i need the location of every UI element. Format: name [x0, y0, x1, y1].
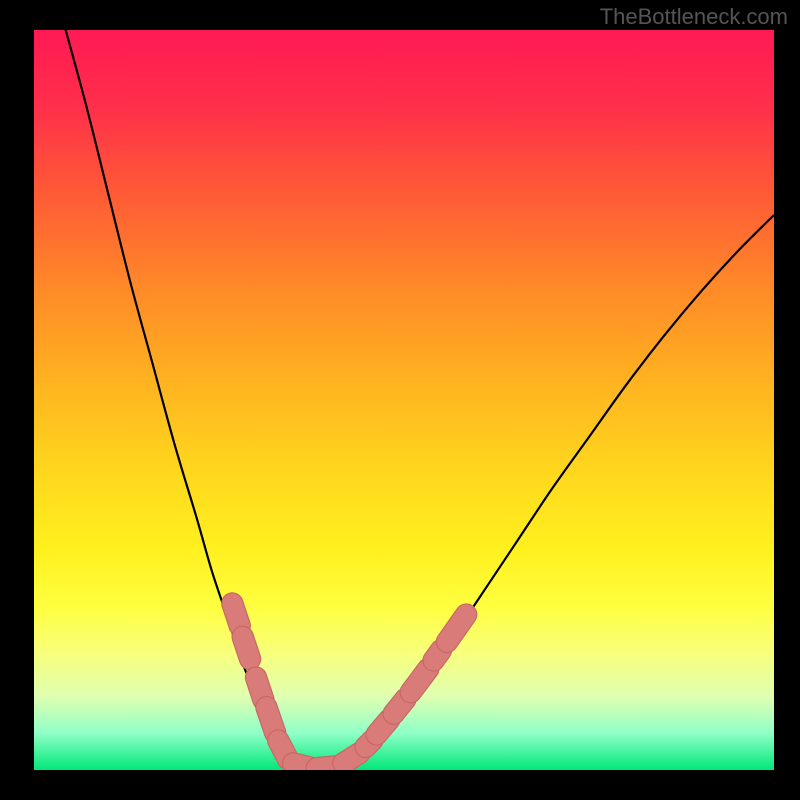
- marker-pill: [232, 604, 239, 626]
- bottleneck-curve: [64, 30, 774, 769]
- watermark-text: TheBottleneck.com: [600, 4, 788, 30]
- marker-pill: [411, 669, 429, 693]
- marker-pill: [343, 753, 359, 763]
- marker-group: [232, 604, 466, 769]
- chart-svg-layer: [34, 30, 774, 770]
- marker-pill: [256, 678, 263, 700]
- marker-pill: [434, 650, 441, 660]
- chart-plot-area: [34, 30, 774, 770]
- marker-pill: [266, 707, 275, 733]
- marker-pill: [394, 699, 406, 714]
- marker-pill: [243, 637, 250, 659]
